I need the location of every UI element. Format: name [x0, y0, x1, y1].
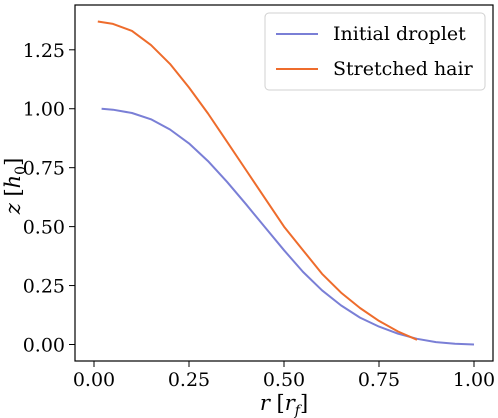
x-tick-label: 0.25 — [168, 369, 210, 391]
x-axis-label: r [rf] — [260, 391, 308, 418]
y-tick-label: 0.00 — [23, 334, 65, 356]
y-axis-ticks: 0.00 0.25 0.50 0.75 1.00 1.25 — [23, 40, 75, 356]
y-tick-label: 1.25 — [23, 40, 65, 62]
x-tick-label: 0.00 — [73, 369, 115, 391]
x-axis-ticks: 0.00 0.25 0.50 0.75 1.00 — [73, 361, 495, 391]
series-layer — [97, 20, 475, 346]
legend-label-initial-droplet: Initial droplet — [333, 23, 466, 45]
x-tick-label: 0.75 — [358, 369, 400, 391]
legend: Initial droplet Stretched hair — [264, 12, 486, 91]
y-tick-label: 0.25 — [23, 276, 65, 298]
legend-box — [264, 12, 486, 91]
series-line-stretched-hair — [97, 20, 418, 341]
x-tick-label: 1.00 — [453, 369, 495, 391]
series-line-initial-droplet — [101, 107, 475, 346]
y-tick-label: 0.75 — [23, 158, 65, 180]
y-tick-label: 1.00 — [23, 99, 65, 121]
x-tick-label: 0.50 — [263, 369, 305, 391]
y-tick-label: 0.50 — [23, 217, 65, 239]
y-axis-label: z [h0] — [1, 158, 29, 216]
legend-label-stretched-hair: Stretched hair — [333, 58, 474, 80]
